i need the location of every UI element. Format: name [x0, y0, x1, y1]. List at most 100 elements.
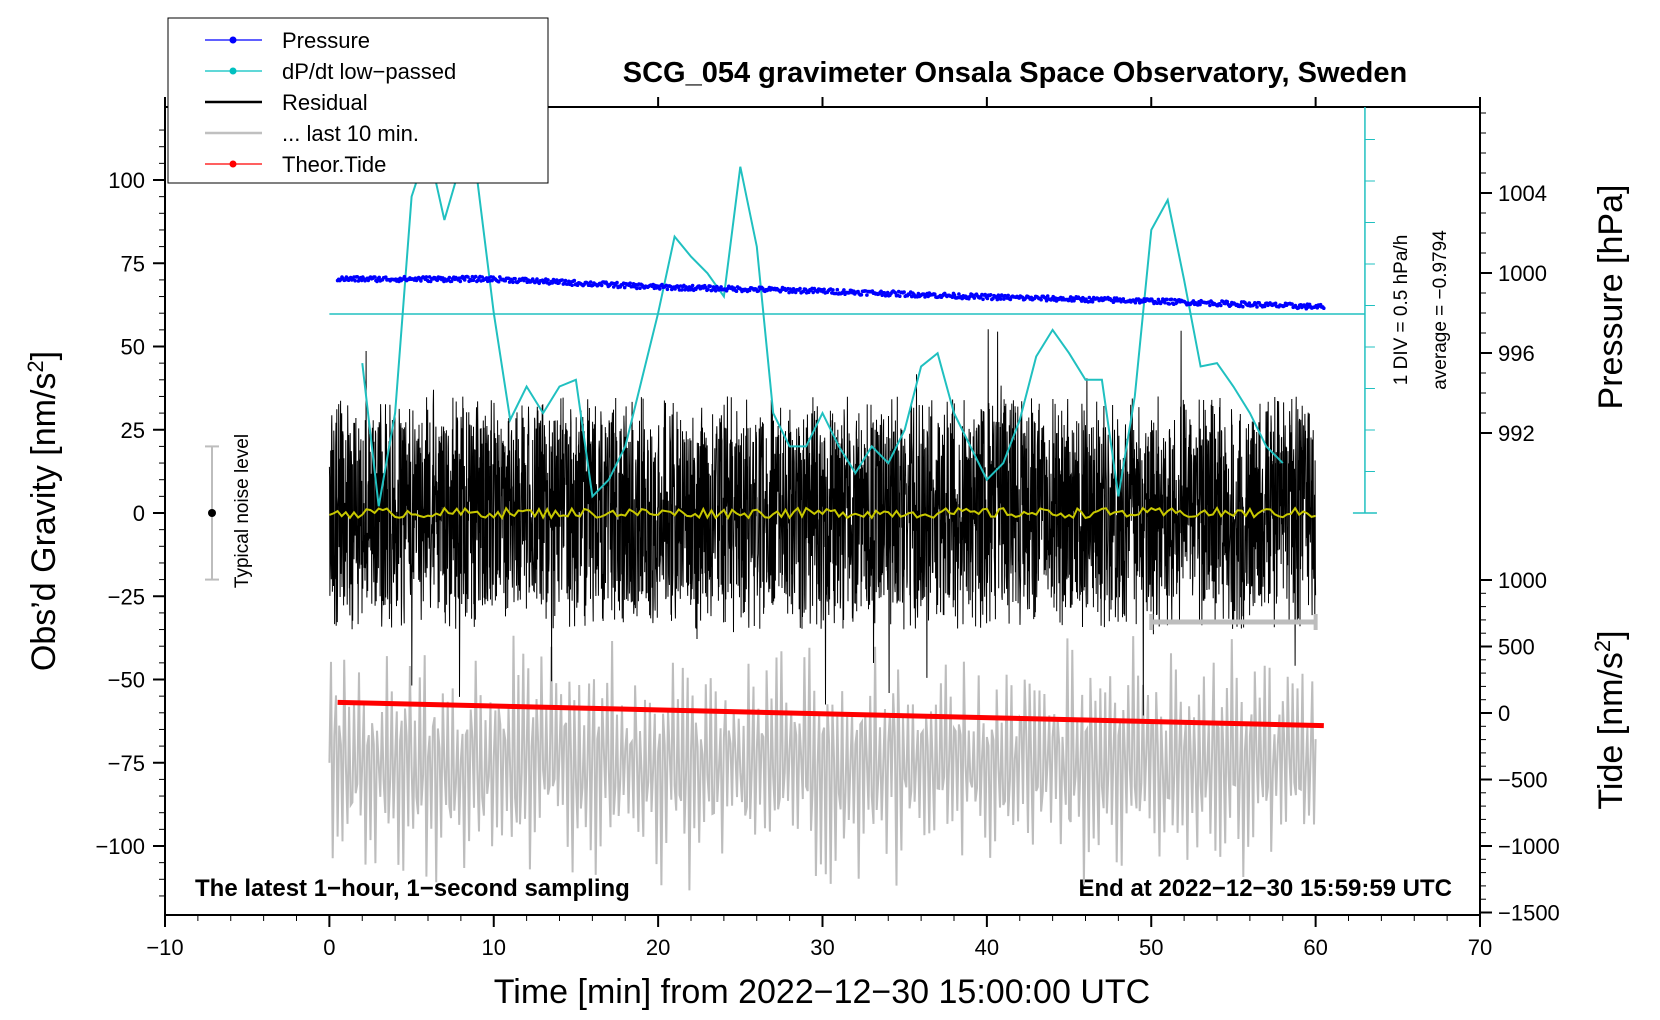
pressure-point: [1273, 301, 1278, 306]
y-left-tick-label: 0: [133, 501, 145, 526]
legend-marker: [229, 36, 237, 44]
pressure-point: [560, 278, 564, 282]
pressure-point: [458, 279, 463, 284]
pressure-point: [377, 275, 382, 280]
pressure-point: [622, 285, 627, 290]
pressure-tick-label: 1000: [1498, 261, 1547, 286]
x-tick-label: 0: [323, 935, 335, 960]
pressure-point: [513, 276, 517, 281]
y-axis-right-tide-label: Tide [nm/s2]: [1590, 630, 1630, 809]
x-tick-label: 20: [646, 935, 670, 960]
pressure-point: [638, 286, 642, 291]
pressure-point: [353, 278, 357, 283]
legend-label: Theor.Tide: [282, 152, 386, 177]
pressure-point: [756, 289, 761, 293]
legend-label: Residual: [282, 90, 368, 115]
pressure-point: [706, 287, 710, 292]
y-axis-right-pressure-label: Pressure [hPa]: [1592, 185, 1630, 410]
sampling-annotation: The latest 1−hour, 1−second sampling: [195, 875, 630, 902]
x-tick-label: 60: [1303, 935, 1327, 960]
pressure-point: [1163, 300, 1167, 305]
pressure-point: [355, 275, 360, 279]
pressure-point: [1039, 297, 1043, 302]
pressure-tick-label: 992: [1498, 421, 1535, 446]
residual-smoothed-line: [329, 506, 1316, 521]
pressure-point: [615, 280, 619, 285]
tide-tick-label: −1000: [1498, 834, 1560, 859]
series-dpdt: [361, 142, 1284, 507]
pressure-point: [1002, 297, 1006, 301]
pressure-point: [424, 275, 429, 279]
y-left-label-sup: 2: [23, 360, 48, 372]
legend-label: dP/dt low−passed: [282, 59, 456, 84]
pressure-point: [462, 278, 467, 282]
pressure-point: [490, 278, 494, 283]
pressure-point: [546, 278, 550, 282]
pressure-point: [981, 297, 985, 302]
legend-label: ... last 10 min.: [282, 121, 419, 146]
series-theor-tide: [337, 699, 1324, 729]
x-tick-label: 10: [482, 935, 506, 960]
pressure-point: [447, 275, 452, 280]
pressure-point: [419, 279, 423, 283]
pressure-point: [588, 280, 593, 284]
pressure-point: [1167, 302, 1172, 306]
legend-box: [167, 17, 549, 184]
y-axis-left-label: Obs’d Gravity [nm/s2]: [23, 351, 63, 671]
pressure-point: [831, 288, 835, 292]
pressure-point: [1225, 300, 1230, 304]
pressure-point: [719, 285, 723, 289]
pressure-point: [1198, 302, 1202, 307]
y-left-tick-label: 100: [108, 168, 145, 193]
pressure-point: [466, 275, 470, 279]
noise-level-label: Typical noise level: [232, 434, 253, 588]
pressure-point: [679, 288, 684, 292]
pressure-point: [957, 292, 961, 296]
pressure-point: [815, 290, 820, 294]
pressure-point: [563, 278, 568, 283]
pressure-point: [570, 283, 574, 288]
y-left-tick-label: 25: [121, 418, 145, 443]
pressure-point: [865, 293, 869, 297]
pressure-point: [842, 288, 846, 292]
pressure-point: [822, 287, 826, 292]
y-left-tick-label: 75: [121, 251, 145, 276]
pressure-point: [658, 287, 662, 291]
pressure-tick-label: 1004: [1498, 181, 1547, 206]
y-left-tick-label: −50: [108, 668, 145, 693]
y-left-tick-label: −25: [108, 584, 145, 609]
pressure-point: [1255, 305, 1259, 309]
pressure-point: [1247, 301, 1252, 305]
series-residual: [328, 329, 1317, 716]
tide-label-main: Tide [nm/s: [1592, 652, 1630, 809]
pressure-point: [1173, 297, 1177, 302]
pressure-point: [550, 281, 555, 285]
tide-tick-label: 0: [1498, 701, 1510, 726]
pressure-point: [988, 293, 993, 297]
x-tick-label: 70: [1468, 935, 1492, 960]
pressure-point: [373, 275, 377, 279]
end-time-annotation: End at 2022−12−30 15:59:59 UTC: [1078, 875, 1452, 902]
pressure-point: [747, 288, 752, 293]
pressure-point: [511, 280, 515, 285]
pressure-point: [1262, 304, 1267, 309]
pressure-point: [428, 279, 433, 284]
pressure-point: [1006, 293, 1010, 298]
pressure-point: [1090, 300, 1095, 304]
pressure-point: [985, 296, 990, 301]
tide-tick-label: 1000: [1498, 568, 1547, 593]
pressure-point: [952, 293, 957, 297]
pressure-point: [1219, 303, 1223, 308]
tide-tick-label: −500: [1498, 768, 1548, 793]
pressure-point: [1045, 294, 1050, 298]
pressure-point: [898, 294, 902, 299]
pressure-point: [1208, 303, 1212, 308]
pressure-point: [384, 275, 388, 280]
legend-marker: [229, 67, 237, 75]
pressure-point: [535, 277, 539, 281]
pressure-point: [375, 279, 379, 284]
pressure-point: [599, 283, 604, 288]
y-left-tick-label: 50: [121, 335, 145, 360]
pressure-point: [902, 290, 906, 294]
